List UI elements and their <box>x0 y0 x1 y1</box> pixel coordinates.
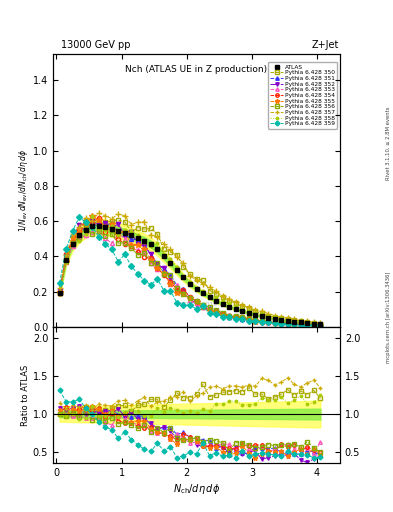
Text: Rivet 3.1.10, ≥ 2.8M events: Rivet 3.1.10, ≥ 2.8M events <box>386 106 391 180</box>
Text: Z+Jet: Z+Jet <box>311 39 339 50</box>
Text: ATLAS_2019...: ATLAS_2019... <box>180 301 224 307</box>
Text: 13000 GeV pp: 13000 GeV pp <box>61 39 130 50</box>
X-axis label: $N_\mathrm{ch}/d\eta\,d\phi$: $N_\mathrm{ch}/d\eta\,d\phi$ <box>173 482 220 497</box>
Y-axis label: Ratio to ATLAS: Ratio to ATLAS <box>21 365 30 425</box>
Y-axis label: $1/N_\mathrm{ev}\,dN_\mathrm{ev}/dN_\mathrm{ch}/d\eta\,d\phi$: $1/N_\mathrm{ev}\,dN_\mathrm{ev}/dN_\mat… <box>17 149 30 232</box>
Legend: ATLAS, Pythia 6.428 350, Pythia 6.428 351, Pythia 6.428 352, Pythia 6.428 353, P: ATLAS, Pythia 6.428 350, Pythia 6.428 35… <box>268 62 337 129</box>
Text: mcplots.cern.ch [arXiv:1306.3436]: mcplots.cern.ch [arXiv:1306.3436] <box>386 272 391 363</box>
Text: Nch (ATLAS UE in Z production): Nch (ATLAS UE in Z production) <box>125 65 268 74</box>
